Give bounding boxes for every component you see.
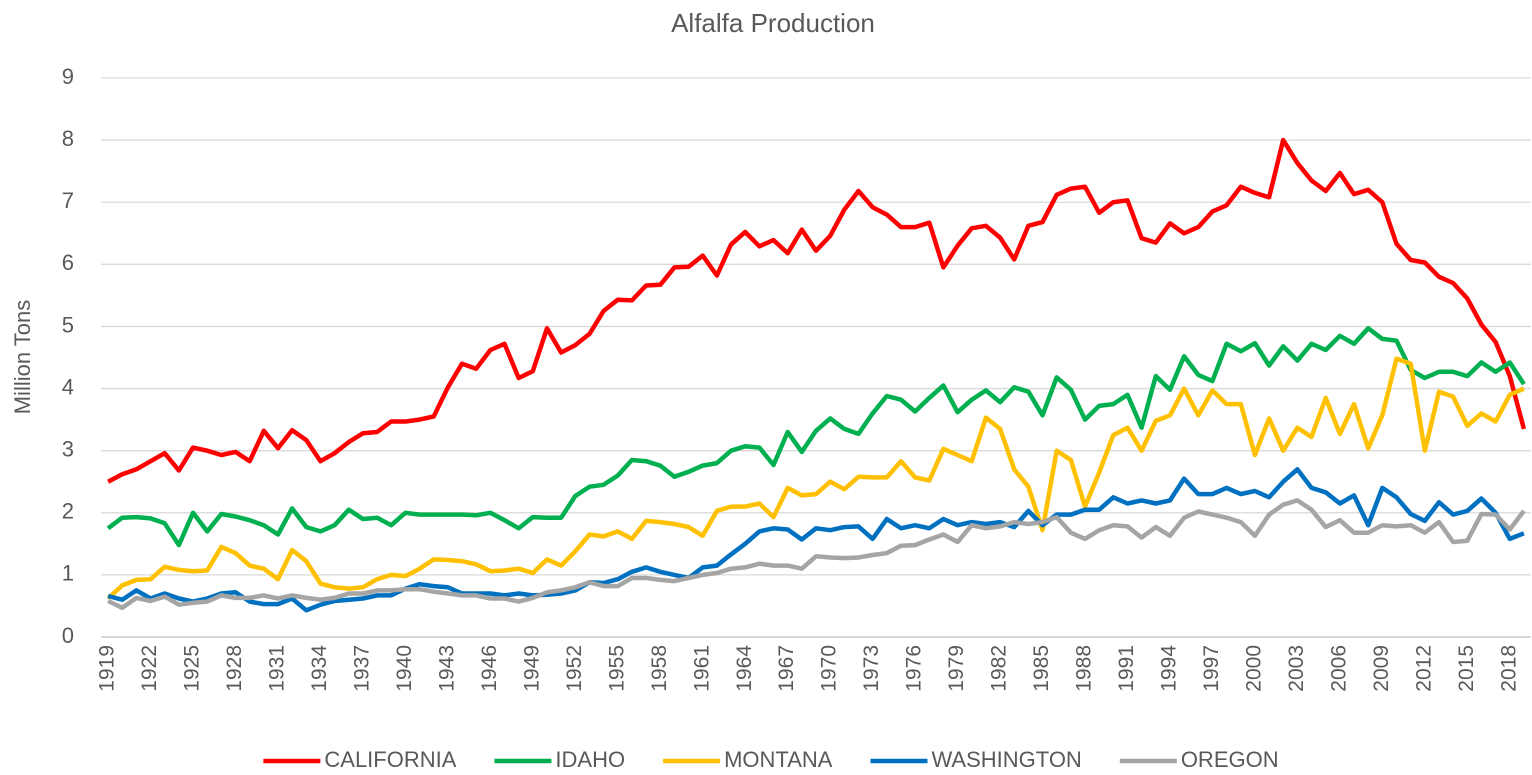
x-tick-label: 1985 bbox=[1030, 645, 1053, 692]
x-tick-label: 1952 bbox=[563, 645, 586, 692]
x-tick-label: 1943 bbox=[435, 645, 458, 692]
x-tick-label: 1991 bbox=[1115, 645, 1138, 692]
x-tick-label: 1946 bbox=[478, 645, 501, 692]
line-series bbox=[107, 137, 1527, 484]
x-tick-label: 1967 bbox=[775, 645, 798, 692]
x-tick-label: 1970 bbox=[818, 645, 841, 692]
y-tick-label: 2 bbox=[62, 499, 74, 524]
legend: CALIFORNIA IDAHO MONTANA WASHINGTON OREGON bbox=[263, 747, 1279, 772]
y-tick-label: 6 bbox=[62, 250, 74, 275]
x-tick-label: 1955 bbox=[605, 645, 628, 692]
x-tick-label: 1976 bbox=[903, 645, 926, 692]
x-tick-label: 1994 bbox=[1158, 645, 1181, 692]
x-tick-label: 1973 bbox=[860, 645, 883, 692]
line-series bbox=[106, 356, 1525, 601]
x-tick-label: 1925 bbox=[181, 645, 204, 692]
line-series bbox=[107, 498, 1526, 611]
x-tick-label: 1937 bbox=[350, 645, 373, 692]
line-series bbox=[107, 467, 1525, 613]
y-tick-label: 0 bbox=[62, 623, 74, 648]
x-tick-label: 1958 bbox=[648, 645, 671, 692]
x-tick-label: 2003 bbox=[1285, 645, 1308, 692]
y-tick-label: 1 bbox=[62, 561, 74, 586]
x-tick-label: 1919 bbox=[96, 645, 119, 692]
x-tick-label: 2012 bbox=[1412, 645, 1435, 692]
y-tick-label: 4 bbox=[62, 374, 74, 399]
y-tick-label: 7 bbox=[62, 188, 74, 213]
x-tick-label: 2000 bbox=[1242, 645, 1265, 692]
x-tick-label: 1964 bbox=[733, 645, 756, 692]
legend-label: MONTANA bbox=[724, 747, 833, 772]
x-tick-label: 1988 bbox=[1073, 645, 1096, 692]
x-tick-label: 1961 bbox=[690, 645, 713, 692]
x-tick-label: 1928 bbox=[223, 645, 246, 692]
y-axis-label: Million Tons bbox=[10, 300, 35, 415]
x-tick-label: 2006 bbox=[1327, 645, 1350, 692]
legend-label: WASHINGTON bbox=[931, 747, 1081, 772]
x-tick-label: 2009 bbox=[1370, 645, 1393, 692]
x-tick-label: 2018 bbox=[1497, 645, 1520, 692]
x-tick-label: 2015 bbox=[1455, 645, 1478, 692]
y-tick-label: 9 bbox=[62, 64, 74, 89]
x-tick-label: 1934 bbox=[308, 645, 331, 692]
legend-label: OREGON bbox=[1181, 747, 1279, 772]
x-tick-label: 1922 bbox=[138, 645, 161, 692]
legend-label: IDAHO bbox=[555, 747, 625, 772]
y-tick-label: 5 bbox=[62, 312, 74, 337]
y-tick-label: 8 bbox=[62, 126, 74, 151]
x-tick-label: 1982 bbox=[988, 645, 1011, 692]
x-tick-label: 1940 bbox=[393, 645, 416, 692]
line-series bbox=[106, 326, 1526, 548]
legend-label: CALIFORNIA bbox=[324, 747, 456, 772]
chart-title: Alfalfa Production bbox=[671, 8, 875, 38]
x-tick-label: 1997 bbox=[1200, 645, 1223, 692]
x-tick-label: 1949 bbox=[520, 645, 543, 692]
x-tick-label: 1979 bbox=[945, 645, 968, 692]
y-tick-label: 3 bbox=[62, 436, 74, 461]
x-tick-label: 1931 bbox=[266, 645, 289, 692]
